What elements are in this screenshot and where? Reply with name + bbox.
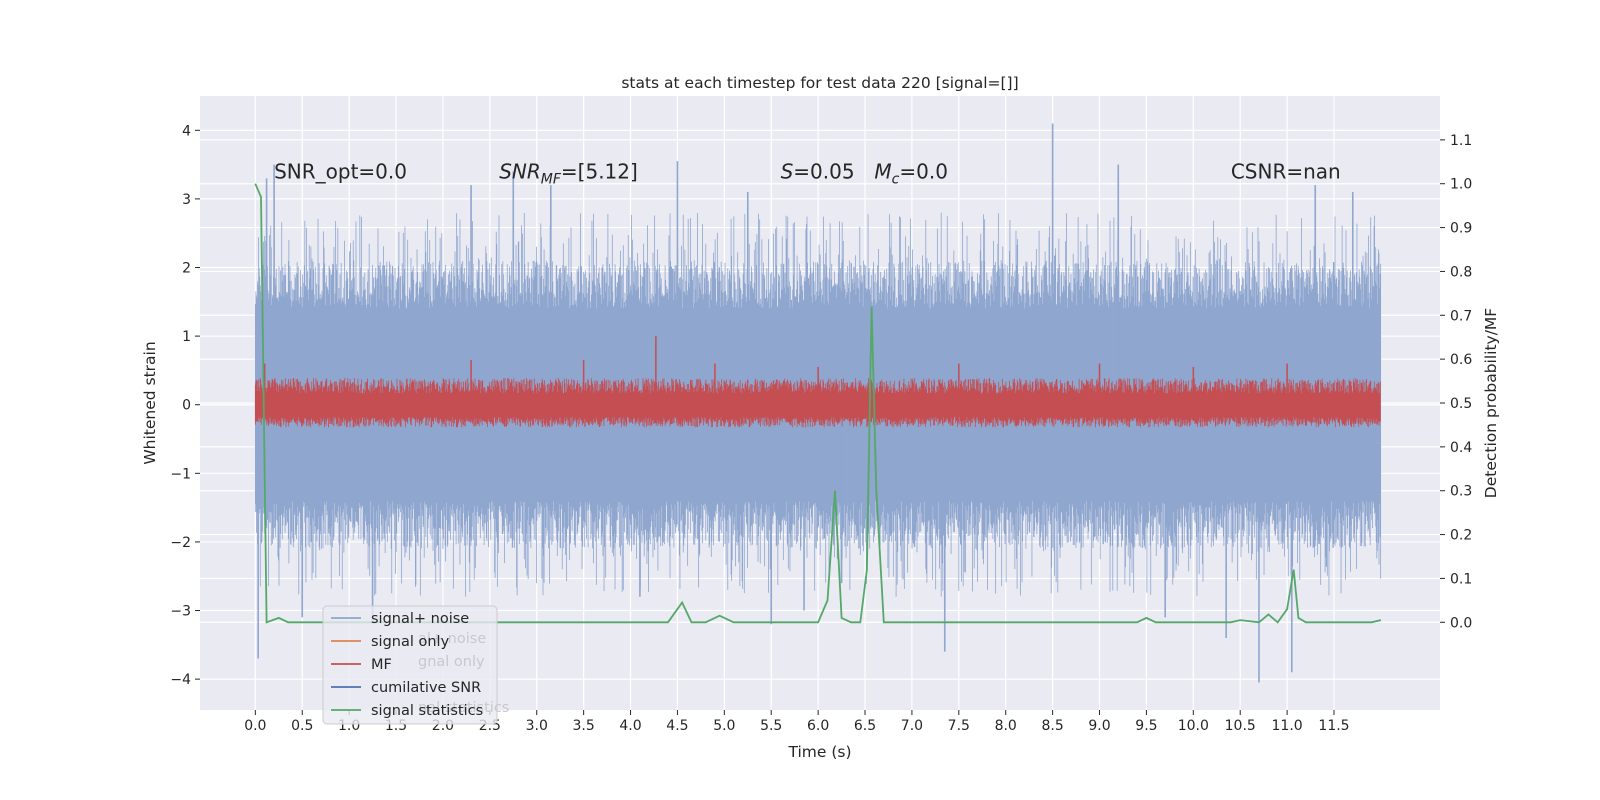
legend-ghost-label: gnal only <box>418 654 485 670</box>
y-left-tick-label: −1 <box>170 466 191 482</box>
x-tick-label: 10.0 <box>1178 718 1209 734</box>
x-tick-label: 10.5 <box>1225 718 1256 734</box>
annotation-text: SNRMF=[5.12] <box>499 159 638 187</box>
legend-box <box>322 605 498 725</box>
y-right-tick-label: 1.1 <box>1450 133 1472 149</box>
signal-statistics-series <box>254 183 1382 624</box>
annotations: SNR_opt=0.0 SNRMF=[5.12] S=0.05 Mc=0.0 CSNR=… <box>274 159 1341 187</box>
legend-ghost-label: nal statistics <box>418 700 509 716</box>
x-tick-label: 5.0 <box>713 718 735 734</box>
y-right-tick-label: 0.0 <box>1450 615 1472 631</box>
y-left-tick-label: −3 <box>170 604 191 620</box>
x-tick-label: 7.5 <box>948 718 970 734</box>
annotation-text: SNR_opt=0.0 <box>274 159 407 183</box>
y-axis-label-right: Detection probability/MF <box>1482 308 1500 499</box>
y-left-tick-label: 4 <box>182 123 191 139</box>
legend-label: signal statistics <box>371 703 483 719</box>
y-left-tick-label: 1 <box>182 329 191 345</box>
y-left-tick-label: 2 <box>182 261 191 277</box>
legend-ghost-label: al+ noise <box>418 631 486 647</box>
x-tick-label: 5.5 <box>760 718 782 734</box>
annotation-text: CSNR=nan <box>1231 159 1341 183</box>
y-axis-label-left: Whitened strain <box>141 341 159 464</box>
y-left-tick-label: −4 <box>170 672 191 688</box>
x-tick-label: 3.5 <box>572 718 594 734</box>
y-right-tick-label: 0.6 <box>1450 352 1472 368</box>
y-right-tick-label: 1.0 <box>1450 177 1472 193</box>
x-tick-label: 8.5 <box>1041 718 1063 734</box>
y-right-tick-label: 0.2 <box>1450 528 1472 544</box>
x-tick-label: 4.5 <box>666 718 688 734</box>
x-tick-label: 6.5 <box>854 718 876 734</box>
signal-noise-series <box>254 123 1382 683</box>
legend: al+ noise gnal only nal statistics signal+ … <box>322 605 509 725</box>
annotation-text: S=0.05 <box>781 159 855 183</box>
x-tick-label: 9.5 <box>1135 718 1157 734</box>
legend-label: signal only <box>371 634 450 650</box>
mf-strokes <box>254 378 1381 428</box>
y-left-tick-label: 3 <box>182 192 191 208</box>
legend-label: cumilative SNR <box>371 680 481 696</box>
y-right-tick-label: 0.9 <box>1450 221 1472 237</box>
x-tick-label: 9.0 <box>1088 718 1110 734</box>
y-right-tick-label: 0.8 <box>1450 264 1472 280</box>
y-left-tick-label: −2 <box>170 535 191 551</box>
x-tick-label: 6.0 <box>807 718 829 734</box>
annotation-text: Mc=0.0 <box>874 159 948 187</box>
x-tick-label: 0.5 <box>291 718 313 734</box>
legend-label: signal+ noise <box>371 611 469 627</box>
x-tick-label: 0.0 <box>244 718 266 734</box>
signal-statistics-line <box>254 183 1382 624</box>
x-tick-label: 4.0 <box>619 718 641 734</box>
y-right-tick-label: 0.1 <box>1450 571 1472 587</box>
y-right-tick-label: 0.7 <box>1450 308 1472 324</box>
x-tick-label: 11.0 <box>1272 718 1303 734</box>
y-right-tick-label: 0.3 <box>1450 484 1472 500</box>
y-right-tick-label: 0.5 <box>1450 396 1472 412</box>
y-right-tick-label: 0.4 <box>1450 440 1472 456</box>
x-tick-label: 7.0 <box>901 718 923 734</box>
legend-label: MF <box>371 657 392 673</box>
x-tick-label: 3.0 <box>526 718 548 734</box>
x-tick-label: 8.0 <box>995 718 1017 734</box>
x-tick-label: 11.5 <box>1318 718 1349 734</box>
y-left-tick-label: 0 <box>182 398 191 414</box>
mf-series <box>254 336 1381 428</box>
chart-title: stats at each timestep for test data 220… <box>621 74 1018 92</box>
x-axis-label: Time (s) <box>787 743 851 761</box>
